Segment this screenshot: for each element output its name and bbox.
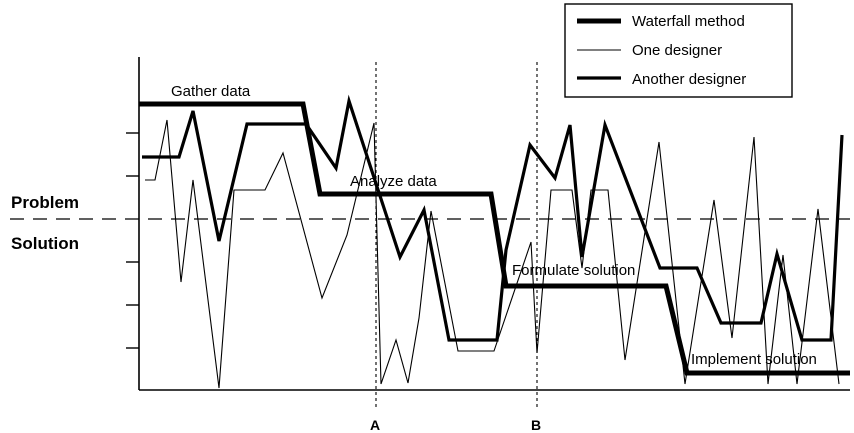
legend-label-another-designer: Another designer [632, 71, 746, 88]
legend-label-one-designer: One designer [632, 42, 722, 59]
stage-label-gather: Gather data [171, 83, 251, 100]
stage-label-implement: Implement solution [691, 351, 817, 368]
stage-label-analyze: Analyze data [350, 173, 437, 190]
solution-label: Solution [11, 234, 79, 253]
legend: Waterfall method One designer Another de… [564, 3, 793, 98]
problem-label: Problem [11, 193, 79, 212]
stage-label-formulate: Formulate solution [512, 262, 635, 279]
marker-label-b: B [531, 417, 541, 433]
waterfall-line [139, 101, 850, 376]
another-designer-line [142, 94, 844, 342]
one-designer-line [145, 119, 840, 389]
axes [126, 57, 850, 391]
marker-label-a: A [370, 417, 380, 433]
legend-label-waterfall: Waterfall method [632, 13, 745, 30]
